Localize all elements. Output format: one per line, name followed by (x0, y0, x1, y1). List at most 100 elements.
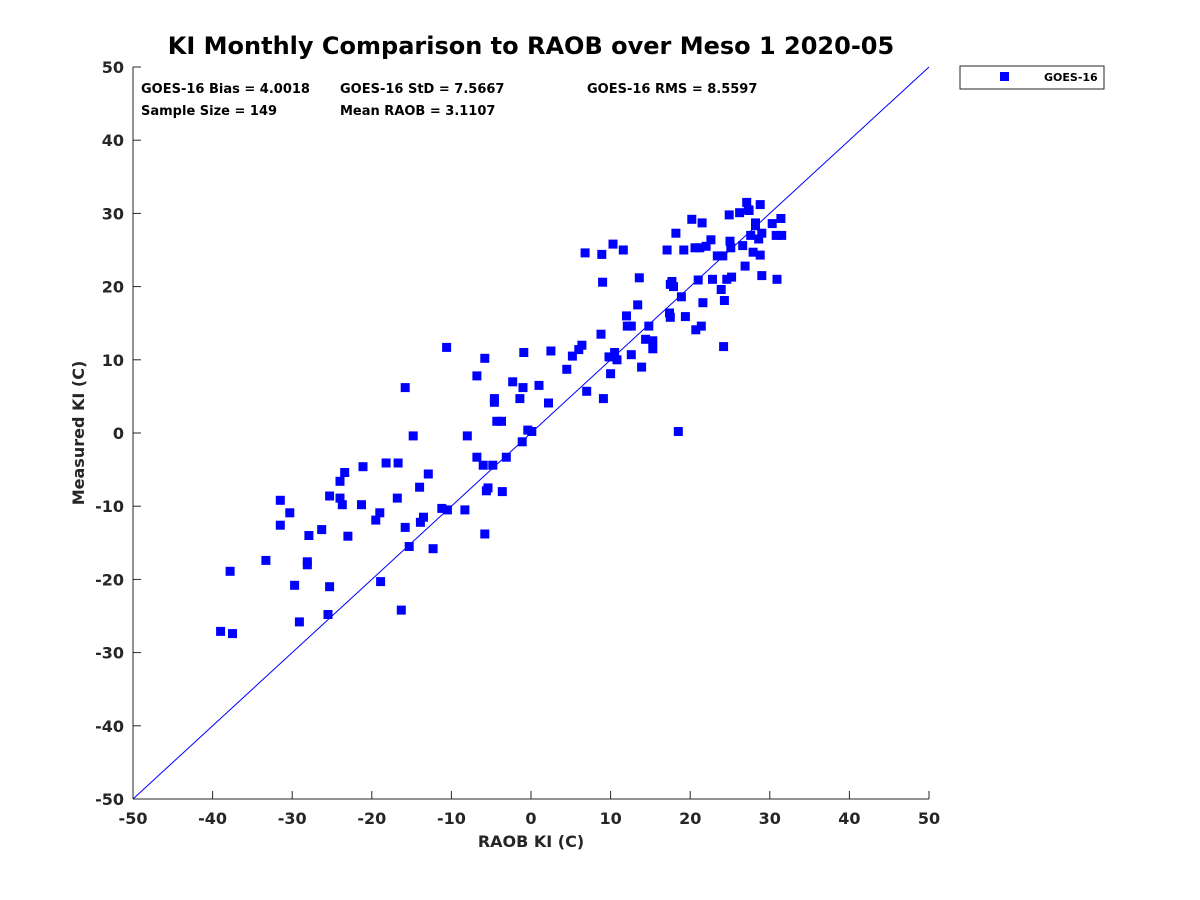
x-tick-label: 50 (918, 809, 940, 828)
data-point (648, 336, 658, 346)
data-point (612, 355, 622, 365)
data-point (777, 230, 787, 240)
data-point (428, 544, 438, 554)
legend-box (959, 65, 1105, 90)
data-point (644, 321, 654, 331)
data-point (597, 249, 607, 259)
data-point (501, 452, 511, 462)
data-point (317, 525, 327, 535)
data-point (637, 362, 647, 372)
data-point (735, 208, 745, 218)
x-axis-label: RAOB KI (C) (478, 832, 584, 851)
data-point (335, 493, 345, 503)
data-point (358, 462, 368, 472)
data-point (462, 431, 472, 441)
data-point (776, 214, 786, 223)
data-point (483, 483, 493, 493)
data-point (726, 243, 736, 253)
y-axis-label: Measured KI (C) (69, 361, 88, 506)
data-point (608, 239, 618, 249)
data-point (472, 452, 482, 462)
data-point (335, 476, 345, 486)
y-tick-label: 10 (102, 351, 124, 370)
data-point (662, 245, 672, 255)
data-point (343, 531, 353, 541)
data-point (216, 626, 226, 636)
data-point (767, 219, 777, 229)
data-point (708, 274, 717, 284)
data-point (738, 241, 748, 251)
x-tick-label: 20 (679, 809, 701, 828)
data-point (610, 348, 620, 357)
y-tick-label: -20 (95, 570, 124, 589)
data-point (695, 243, 705, 253)
data-point (489, 397, 499, 407)
data-point (577, 340, 587, 350)
data-point (716, 285, 726, 294)
data-point (290, 580, 300, 590)
legend-entry-goes-16: GOES-16 (1044, 71, 1098, 84)
data-point (580, 248, 590, 258)
x-tick-label: 30 (759, 809, 781, 828)
data-point (633, 300, 643, 310)
data-point (497, 487, 507, 497)
data-point (323, 610, 333, 619)
data-point (687, 214, 697, 224)
data-point (519, 348, 529, 357)
data-point (515, 394, 525, 404)
x-tick-label: 40 (838, 809, 860, 828)
data-point (376, 577, 386, 587)
data-point (228, 629, 237, 639)
data-point (755, 250, 765, 260)
data-point (518, 383, 528, 393)
data-point (492, 416, 502, 426)
data-point (396, 605, 406, 615)
data-point (671, 228, 681, 238)
data-point (604, 352, 614, 362)
data-point (582, 386, 592, 396)
data-point (742, 197, 752, 207)
data-point (724, 210, 734, 220)
data-point (727, 272, 737, 282)
data-point (757, 271, 767, 281)
data-point (634, 273, 644, 283)
y-tick-label: 20 (102, 278, 124, 297)
x-axis-ticks: -50 -40 -30 -20 -10 0 10 20 30 40 50 (119, 791, 940, 828)
y-tick-label: 40 (102, 131, 124, 150)
data-point (771, 230, 781, 240)
data-point (275, 495, 285, 505)
data-point (596, 329, 606, 339)
chart-title: KI Monthly Comparison to RAOB over Meso … (168, 32, 894, 60)
y-tick-label: -10 (95, 497, 124, 516)
data-point (754, 234, 764, 244)
legend: GOES-16 (959, 65, 1105, 90)
data-point (606, 369, 616, 379)
x-tick-label: 10 (599, 809, 621, 828)
data-point (691, 325, 701, 335)
data-point (302, 560, 312, 570)
data-point (746, 230, 756, 240)
data-point (676, 292, 686, 302)
data-point (669, 282, 678, 292)
y-tick-label: -30 (95, 644, 124, 663)
data-point (527, 427, 537, 436)
data-point (480, 353, 490, 363)
data-point (712, 251, 722, 261)
data-point (740, 261, 750, 271)
data-point (690, 243, 700, 253)
data-point (225, 566, 235, 576)
stat-rms: GOES-16 RMS = 8.5597 (587, 82, 757, 97)
data-point (706, 235, 716, 245)
data-point (437, 503, 447, 513)
data-point (419, 512, 428, 522)
data-point (618, 245, 628, 255)
data-point (337, 500, 347, 510)
data-point (748, 247, 758, 257)
data-point (400, 522, 410, 532)
data-point (757, 228, 767, 238)
data-point (381, 458, 391, 468)
x-tick-label: 0 (525, 809, 536, 828)
data-point (357, 500, 366, 510)
